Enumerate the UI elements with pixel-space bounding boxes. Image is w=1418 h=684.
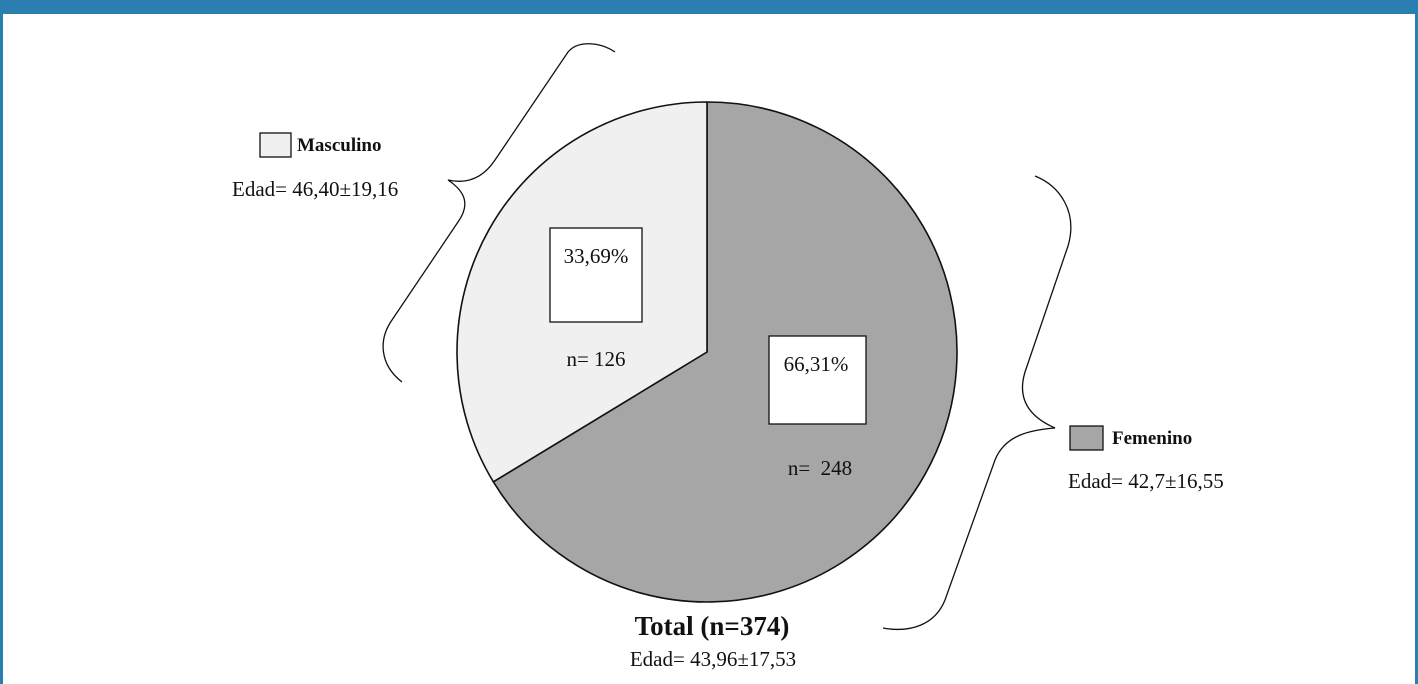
legend-label-masculino: Masculino <box>297 135 381 156</box>
percent-box-masculino <box>549 227 643 323</box>
legend-swatch-femenino <box>1069 425 1104 451</box>
n-label-femenino: n= 248 <box>788 456 852 480</box>
total-age-label: Edad= 43,96±17,53 <box>630 647 796 671</box>
legend-swatch-masculino <box>259 132 292 158</box>
percent-label-femenino: 66,31% <box>784 352 849 376</box>
age-label-masculino: Edad= 46,40±19,16 <box>232 177 398 201</box>
brace-femenino <box>882 175 1072 631</box>
percent-box-femenino <box>768 335 867 425</box>
pie-slice-femenino <box>492 101 958 603</box>
total-label: Total (n=374) <box>635 611 790 641</box>
percent-label-masculino: 33,69% <box>564 244 629 268</box>
legend-label-femenino: Femenino <box>1112 428 1192 449</box>
n-label-masculino: n= 126 <box>566 347 625 371</box>
age-label-femenino: Edad= 42,7±16,55 <box>1068 469 1224 493</box>
brace-masculino <box>382 43 616 383</box>
